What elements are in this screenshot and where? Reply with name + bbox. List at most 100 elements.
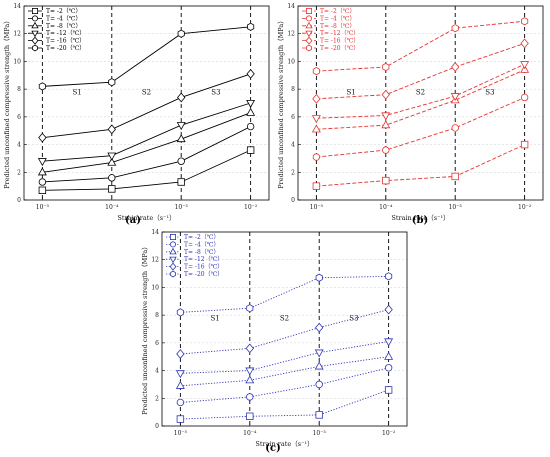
legend-label: T= -8（℃） [320,23,356,30]
series-line [42,149,251,191]
legend-label: T= -20（℃） [184,271,223,278]
x-tick-label: 10⁻³ [175,204,189,211]
data-point [176,415,185,423]
series-line [316,42,525,100]
data-point [176,308,184,317]
chart-panel-0: 0 2 4 6 8 10 12 14 10⁻⁵ 10⁻⁴ 10⁻³ 10⁻² Strain rate（s… [3,3,270,226]
data-point [38,132,47,143]
series-line [180,389,389,420]
region-label: S1 [210,315,219,323]
series-line [42,73,251,139]
data-point [175,370,185,379]
data-point [38,82,46,91]
legend-label: T= -12（℃） [46,30,85,37]
legend-label: T= -2（℃） [320,8,356,15]
data-point [176,134,186,143]
data-point [520,140,529,149]
legend: T= -2（℃）T= -4（℃）T= -8（℃）T= -12（℃）T= -16（… [302,7,359,52]
series-line [42,102,251,162]
x-tick-label: 10⁻² [244,204,258,211]
data-point [177,157,185,165]
data-point [315,273,323,282]
y-tick-label: 14 [287,3,295,10]
y-tick-label: 0 [291,197,295,204]
data-point [108,185,116,193]
region-label: S1 [346,89,355,97]
data-point [381,112,391,121]
y-tick-label: 2 [291,169,295,176]
legend-marker [31,21,39,29]
data-point [381,89,390,100]
region-label: S3 [349,315,358,323]
data-point [176,122,186,131]
y-axis-label: Predicted unconfined compressive strengt… [141,243,149,414]
y-tick-label: 2 [17,169,21,176]
y-tick-label: 10 [13,58,21,65]
data-point [520,93,529,102]
data-point [175,380,185,389]
y-axis-label: Predicted unconfined compressive strengt… [277,17,285,188]
x-axis-label: Strain rate（s⁻¹） [391,214,449,222]
region-label: S3 [211,89,220,97]
data-point [312,67,320,76]
x-tick-label: 10⁻⁵ [310,204,324,211]
legend-label: T= -4（℃） [320,15,356,22]
x-tick-label: 10⁻⁵ [36,204,50,211]
series-line [42,26,251,87]
plot-frame [23,5,270,201]
legend-marker [306,44,312,52]
legend-label: T= -20（℃） [46,45,85,52]
data-point [38,178,47,186]
data-point [176,349,185,359]
data-point [315,411,323,419]
region-label: S2 [416,89,425,97]
data-point [382,62,390,72]
data-point [107,152,117,161]
legend: T= -2（℃）T= -4（℃）T= -8（℃）T= -12（℃）T= -16（… [28,7,85,52]
chart-panel-1: 0 2 4 6 8 10 12 14 10⁻⁵ 10⁻⁴ 10⁻³ 10⁻² Strain rate（s… [277,3,544,226]
data-point [521,17,529,26]
legend-marker [169,256,177,264]
x-tick-label: 10⁻⁴ [105,204,119,211]
region-label: S2 [142,89,151,97]
legend-label: T= -16（℃） [184,264,223,271]
legend-label: T= -8（℃） [46,23,82,30]
data-point [315,380,323,389]
data-point [384,338,394,347]
y-tick-label: 6 [291,114,295,121]
data-point [177,178,185,186]
legend-marker [31,30,39,38]
data-point [108,174,116,182]
y-tick-label: 8 [155,312,159,319]
data-point [246,99,256,108]
legend-label: T= -4（℃） [184,241,220,248]
data-point [451,172,459,181]
legend-label: T= -2（℃） [184,234,220,241]
legend-label: T= -12（℃） [184,256,223,263]
legend-label: T= -2（℃） [46,8,82,15]
y-tick-label: 12 [13,31,21,38]
x-tick-label: 10⁻⁴ [243,430,257,437]
panel-label: (b) [412,215,428,226]
legend-label: T= -12（℃） [320,30,359,37]
y-tick-label: 4 [291,142,295,149]
series-line [316,144,525,187]
data-point [246,304,254,313]
data-point [246,122,255,131]
data-point [520,38,529,49]
data-point [384,386,393,394]
legend-label: T= -4（℃） [46,15,82,22]
y-tick-label: 14 [151,229,159,236]
data-point [384,304,393,315]
series-line [316,69,525,130]
data-point [384,351,394,360]
data-point [246,107,256,116]
series-line [316,63,525,119]
series-line [42,112,251,173]
legend-label: T= -16（℃） [320,38,359,45]
data-point [245,343,254,354]
legend-label: T= -20（℃） [320,45,359,52]
data-point [176,398,185,407]
series-line [42,126,251,183]
